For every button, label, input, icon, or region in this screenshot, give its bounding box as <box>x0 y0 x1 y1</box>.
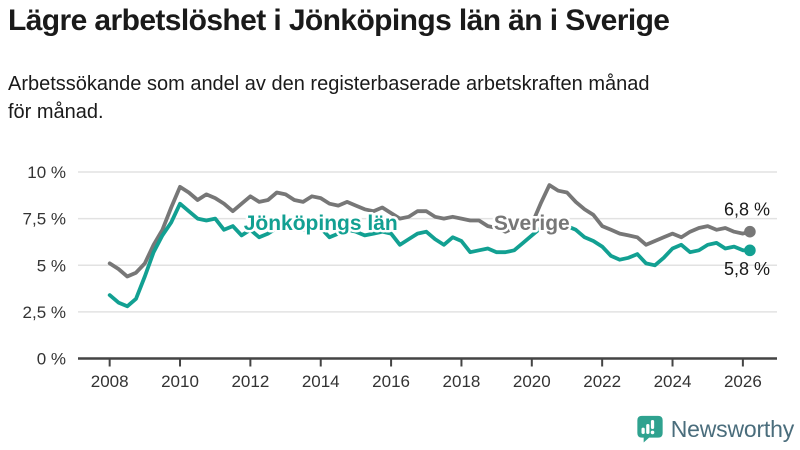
series-label-j-nk-pings-l-n: Jönköpings län <box>244 212 398 235</box>
y-tick-label-2.5: 2,5 % <box>23 303 66 322</box>
newsworthy-pin-barchart-icon <box>637 415 663 443</box>
series-label-sverige: Sverige <box>494 212 570 235</box>
y-tick-label-7.5: 7,5 % <box>23 210 66 229</box>
chart-subtitle: Arbetssökande som andel av den registerb… <box>8 73 650 123</box>
x-tick-label-2010: 2010 <box>161 372 199 391</box>
x-tick-label-2026: 2026 <box>724 372 762 391</box>
x-tick-label-2020: 2020 <box>513 372 551 391</box>
x-tick-label-2018: 2018 <box>443 372 481 391</box>
brand-logo[interactable]: Newsworthy <box>636 415 794 443</box>
x-tick-label-2012: 2012 <box>231 372 269 391</box>
y-tick-label-0: 0 % <box>37 350 66 369</box>
end-value-label-j-nk-pings-l-n: 5,8 % <box>724 259 770 279</box>
x-tick-label-2016: 2016 <box>372 372 410 391</box>
x-tick-label-2014: 2014 <box>302 372 340 391</box>
y-tick-label-10: 10 % <box>27 163 66 182</box>
chart-title: Lägre arbetslöshet i Jönköpings län än i… <box>8 4 670 37</box>
x-tick-label-2022: 2022 <box>583 372 621 391</box>
brand-name: Newsworthy <box>670 415 794 442</box>
x-tick-label-2008: 2008 <box>91 372 129 391</box>
series-line-j-nk-pings-l-n <box>107 201 752 309</box>
series-end-dot-sverige <box>744 225 756 238</box>
series-end-dot-j-nk-pings-l-n <box>744 244 756 257</box>
end-value-label-sverige: 6,8 % <box>724 200 770 220</box>
y-tick-label-5: 5 % <box>37 256 66 275</box>
x-tick-label-2024: 2024 <box>654 372 692 391</box>
series-line-sverige <box>107 183 752 279</box>
